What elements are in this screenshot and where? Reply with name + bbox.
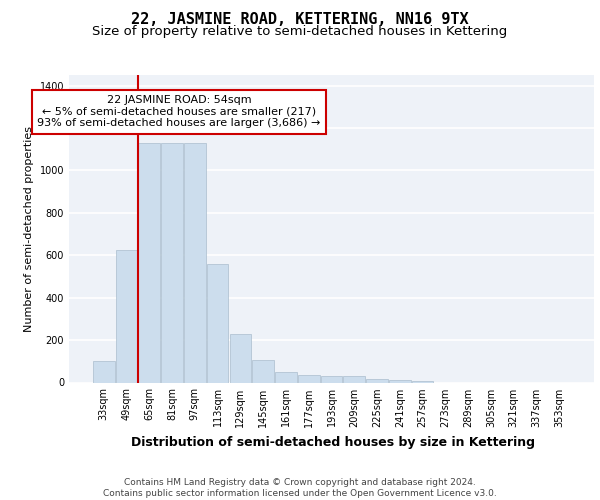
Text: Contains HM Land Registry data © Crown copyright and database right 2024.
Contai: Contains HM Land Registry data © Crown c…	[103, 478, 497, 498]
Bar	[230, 334, 251, 382]
Text: 22 JASMINE ROAD: 54sqm
← 5% of semi-detached houses are smaller (217)
93% of sem: 22 JASMINE ROAD: 54sqm ← 5% of semi-deta…	[37, 95, 320, 128]
Bar	[184, 143, 206, 382]
Bar	[298, 375, 320, 382]
Bar	[320, 376, 343, 382]
Y-axis label: Number of semi-detached properties: Number of semi-detached properties	[24, 126, 34, 332]
Bar	[253, 360, 274, 382]
Text: 22, JASMINE ROAD, KETTERING, NN16 9TX: 22, JASMINE ROAD, KETTERING, NN16 9TX	[131, 12, 469, 28]
Text: Distribution of semi-detached houses by size in Kettering: Distribution of semi-detached houses by …	[131, 436, 535, 449]
Bar	[366, 380, 388, 382]
Bar	[139, 143, 160, 382]
Bar	[389, 380, 410, 382]
Bar	[93, 362, 115, 382]
Bar	[116, 250, 137, 382]
Text: Size of property relative to semi-detached houses in Kettering: Size of property relative to semi-detach…	[92, 25, 508, 38]
Bar	[207, 264, 229, 382]
Bar	[275, 372, 297, 382]
Bar	[161, 143, 183, 382]
Bar	[343, 376, 365, 382]
